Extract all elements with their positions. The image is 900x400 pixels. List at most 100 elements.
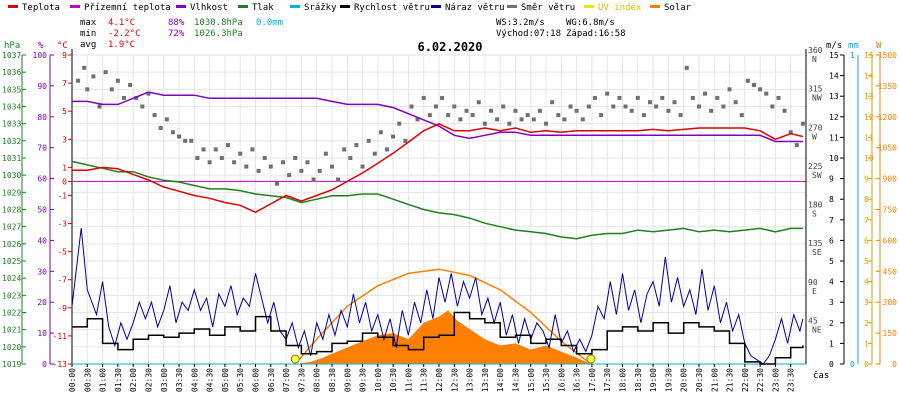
humidity-tick-label: 30 xyxy=(37,267,47,276)
wind-direction-point xyxy=(262,156,267,160)
wind-direction-point xyxy=(391,134,396,139)
wind-tick-label: 0 xyxy=(829,360,834,369)
x-tick-label: 12:30 xyxy=(450,368,459,392)
x-tick-label: 00:00 xyxy=(68,368,77,392)
direction-tick-value: 90 xyxy=(808,278,818,287)
wind-direction-point xyxy=(85,87,90,92)
direction-tick-label: NE xyxy=(812,325,822,334)
wind-direction-point xyxy=(752,83,757,88)
stat-min-label: min xyxy=(80,29,96,39)
wind-direction-point xyxy=(599,113,604,118)
legend-label-5: Rychlost větru xyxy=(354,3,430,13)
wind-direction-point xyxy=(739,113,744,118)
wind-direction-point xyxy=(446,113,451,118)
uv-tick-label: 4 xyxy=(864,278,869,287)
uv-tick-label: 14 xyxy=(864,72,874,81)
solar-unit-label: W xyxy=(876,41,882,51)
wind-direction-point xyxy=(678,113,683,118)
wind-unit-label: m/s xyxy=(826,41,842,51)
rain-unit-label: mm xyxy=(848,41,859,51)
wind-direction-point xyxy=(452,104,457,109)
series-humidity xyxy=(72,91,803,143)
wind-direction-point xyxy=(568,104,573,109)
pressure-tick-label: 1023 xyxy=(2,291,21,300)
direction-tick-value: 180 xyxy=(808,201,823,210)
x-tick-label: 10:30 xyxy=(389,368,398,392)
wind-direction-point xyxy=(378,130,383,135)
legend-swatch-4 xyxy=(290,5,300,8)
uv-tick-label: 0 xyxy=(864,360,869,369)
wind-direction-point xyxy=(293,156,298,160)
legend-swatch-2 xyxy=(176,5,186,8)
chart-title: 6.02.2020 xyxy=(417,40,482,54)
wind-direction-point xyxy=(213,147,218,152)
x-tick-label: 20:00 xyxy=(680,368,689,392)
solar-tick-label: 1500 xyxy=(878,51,897,60)
uv-tick-label: 8 xyxy=(864,195,869,204)
wind-direction-point xyxy=(82,65,87,70)
solar-tick-label: 1200 xyxy=(878,113,897,122)
wind-direction-point xyxy=(800,121,805,126)
wind-tick-label: 1 xyxy=(829,339,834,348)
legend-swatch-8 xyxy=(584,5,594,8)
uv-tick-label: 7 xyxy=(864,216,869,225)
humidity-tick-label: 70 xyxy=(37,144,47,153)
x-tick-label: 20:30 xyxy=(695,368,704,392)
wind-direction-point xyxy=(458,117,463,122)
wind-direction-point xyxy=(372,151,377,156)
x-tick-label: 13:00 xyxy=(466,368,475,392)
x-tick-label: 02:00 xyxy=(129,368,138,392)
pressure-tick-label: 1022 xyxy=(2,309,21,318)
direction-tick-value: 45 xyxy=(808,316,818,325)
x-tick-label: 01:30 xyxy=(114,368,123,392)
pressure-tick-label: 1025 xyxy=(2,257,21,266)
direction-tick-value: 360 xyxy=(808,46,823,55)
uv-tick-label: 2 xyxy=(864,319,869,328)
humidity-tick-label: 90 xyxy=(37,82,47,91)
wind-direction-point xyxy=(544,121,549,126)
wind-direction-point xyxy=(476,100,481,105)
x-tick-label: 10:00 xyxy=(374,368,383,392)
wind-direction-point xyxy=(721,104,726,109)
legend-swatch-5 xyxy=(340,5,350,8)
legend-swatch-0 xyxy=(8,5,18,8)
wind-direction-point xyxy=(207,160,212,165)
direction-tick-value: 315 xyxy=(808,85,823,94)
x-tick-label: 05:30 xyxy=(236,368,245,392)
legend-swatch-1 xyxy=(70,5,80,8)
temperature-tick-label: 3 xyxy=(62,135,67,144)
wind-tick-label: 9 xyxy=(829,175,834,184)
plot-area xyxy=(71,65,806,365)
wind-direction-point xyxy=(109,87,114,92)
x-tick-label: 01:00 xyxy=(99,368,108,392)
x-axis-label: čas xyxy=(813,370,829,381)
wind-direction-point xyxy=(629,108,634,113)
x-tick-label: 06:00 xyxy=(252,368,261,392)
wind-tick-label: 4 xyxy=(829,278,834,287)
humidity-tick-label: 0 xyxy=(42,360,47,369)
x-tick-label: 09:00 xyxy=(343,368,352,392)
x-tick-label: 14:30 xyxy=(511,368,520,392)
humidity-tick-label: 60 xyxy=(37,175,47,184)
uv-tick-label: 5 xyxy=(864,257,869,266)
wind-direction-point xyxy=(696,104,701,109)
wind-direction-point xyxy=(128,83,133,88)
wind-direction-point xyxy=(281,160,286,165)
x-tick-label: 11:00 xyxy=(404,368,413,392)
pressure-tick-label: 1032 xyxy=(2,137,21,146)
x-tick-label: 15:00 xyxy=(527,368,536,392)
x-tick-label: 07:00 xyxy=(282,368,291,392)
wind-direction-point xyxy=(397,121,402,126)
wind-direction-point xyxy=(733,100,738,105)
legend-label-4: Srážky xyxy=(304,3,337,13)
wind-tick-label: 5 xyxy=(829,257,834,266)
legend-label-0: Teplota xyxy=(22,3,60,13)
legend-label-7: Směr větru xyxy=(521,3,575,13)
wind-direction-point xyxy=(482,121,487,126)
stat-ws: WS:3.2m/s xyxy=(496,18,545,28)
x-tick-label: 00:30 xyxy=(83,368,92,392)
wind-direction-point xyxy=(788,130,793,135)
wind-direction-point xyxy=(727,87,732,92)
wind-direction-point xyxy=(525,113,530,118)
wind-direction-point xyxy=(709,108,714,113)
